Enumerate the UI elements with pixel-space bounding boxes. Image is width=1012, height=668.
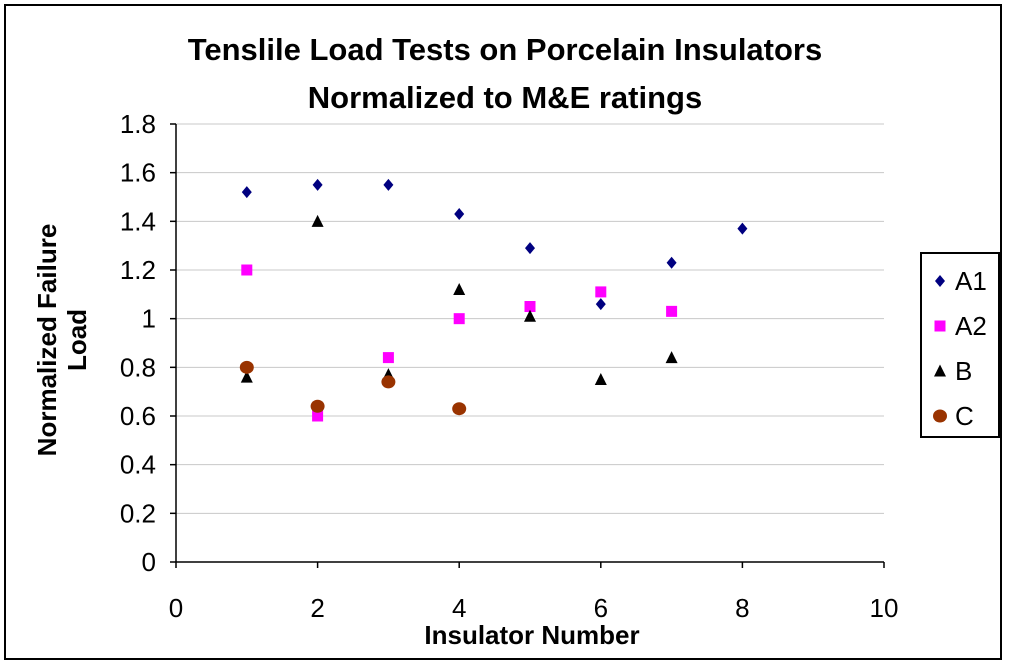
point-b bbox=[311, 214, 324, 227]
point-a1 bbox=[241, 186, 252, 199]
chart-title-line-2: Normalized to M&E ratings bbox=[308, 80, 702, 115]
y-axis-title-line-1: Normalized Failure bbox=[32, 224, 62, 457]
point-b bbox=[453, 282, 466, 295]
x-tick-labels: 0 2 4 6 8 10 bbox=[169, 593, 899, 623]
x-axis-title: Insulator Number bbox=[424, 620, 639, 650]
gridlines bbox=[176, 123, 884, 514]
legend-label-c: C bbox=[955, 401, 974, 431]
point-c bbox=[310, 399, 325, 413]
y-tick-label: 1.8 bbox=[120, 109, 156, 139]
point-a2 bbox=[241, 264, 253, 276]
point-a1 bbox=[737, 222, 748, 235]
y-tick-label: 1 bbox=[142, 304, 156, 334]
point-a1 bbox=[312, 178, 323, 191]
y-tick-label: 1.4 bbox=[120, 206, 156, 236]
point-c bbox=[381, 375, 396, 389]
point-a1 bbox=[595, 298, 606, 311]
point-b bbox=[665, 351, 678, 364]
legend-marker-b bbox=[934, 364, 946, 377]
y-tick-label: 1.2 bbox=[120, 255, 156, 285]
point-b bbox=[524, 309, 536, 322]
chart-title-line-1: Tenslile Load Tests on Porcelain Insulat… bbox=[188, 32, 823, 67]
point-a2 bbox=[524, 301, 536, 312]
point-a1 bbox=[525, 242, 535, 255]
point-a2 bbox=[382, 352, 394, 364]
legend-marker-a2 bbox=[934, 320, 946, 332]
data-points bbox=[239, 178, 748, 422]
x-tick-label: 10 bbox=[870, 593, 899, 623]
point-a1 bbox=[454, 208, 465, 221]
point-b bbox=[240, 370, 253, 383]
point-a2 bbox=[595, 286, 607, 298]
y-axis-title-line-2: Load bbox=[62, 309, 92, 371]
x-tick-label: 8 bbox=[735, 593, 749, 623]
y-tick-labels: 0 0.2 0.4 0.6 0.8 1 1.2 1.4 1.6 1.8 bbox=[120, 109, 156, 577]
legend-box bbox=[920, 252, 1000, 438]
point-c bbox=[452, 402, 467, 416]
chart-frame bbox=[4, 4, 1002, 660]
legend-marker-a1 bbox=[935, 275, 945, 287]
x-tick-label: 6 bbox=[594, 593, 608, 623]
x-tick-label: 0 bbox=[169, 593, 183, 623]
point-c bbox=[239, 360, 254, 374]
legend-marker-c bbox=[933, 409, 947, 423]
point-a2 bbox=[666, 305, 678, 317]
y-tick-label: 0.6 bbox=[120, 401, 156, 431]
x-tick-label: 4 bbox=[452, 593, 466, 623]
y-tick-label: 0 bbox=[142, 547, 156, 577]
y-tick-label: 0.8 bbox=[120, 352, 156, 382]
legend-label-a2: A2 bbox=[955, 311, 987, 341]
point-a2 bbox=[312, 410, 324, 422]
point-a1 bbox=[383, 178, 394, 191]
y-tick-label: 0.4 bbox=[120, 450, 156, 480]
y-tick-label: 0.2 bbox=[120, 498, 156, 528]
point-a2 bbox=[453, 313, 465, 325]
point-a1 bbox=[666, 256, 677, 269]
legend-label-a1: A1 bbox=[955, 266, 987, 296]
legend-label-b: B bbox=[955, 356, 972, 386]
point-b bbox=[594, 373, 607, 385]
x-tick-label: 2 bbox=[310, 593, 324, 623]
axes bbox=[170, 123, 885, 568]
y-tick-label: 1.6 bbox=[120, 158, 156, 188]
legend: A1 A2 BC bbox=[920, 252, 1000, 438]
